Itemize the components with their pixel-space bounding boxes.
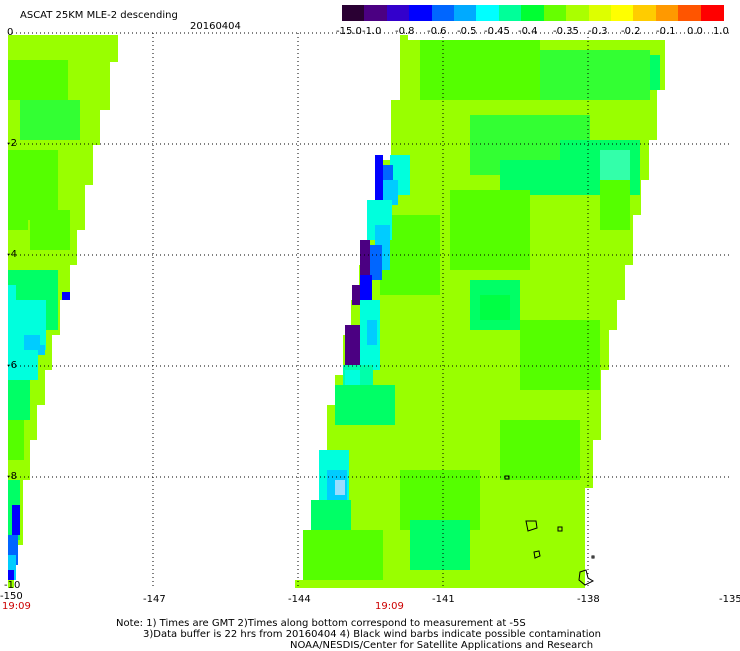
colorbar-swatch	[386, 5, 410, 21]
lat-label: -10	[4, 580, 21, 591]
swath-cell	[500, 420, 580, 480]
swath-cell	[335, 480, 345, 495]
colorbar-label: -15.0	[336, 26, 362, 37]
island-outline	[557, 526, 563, 532]
swath-cell	[540, 50, 650, 100]
lat-label: -4	[7, 249, 17, 260]
colorbar-label: -1.0	[362, 26, 382, 37]
lon-label: -141	[432, 594, 455, 605]
swath-cell	[600, 180, 630, 230]
swath-cell	[303, 530, 383, 580]
colorbar-label: -0.2	[621, 26, 641, 37]
swath-cell	[520, 320, 600, 390]
colorbar-swatch	[364, 5, 388, 21]
lat-label: 0	[7, 27, 14, 38]
swath-cell	[8, 60, 68, 100]
swath-cell	[420, 40, 540, 100]
colorbar-swatch	[521, 5, 545, 21]
swath-cell	[360, 240, 370, 285]
swath-cell	[8, 555, 16, 580]
swath-cell	[410, 520, 470, 570]
swath-cell	[30, 210, 70, 250]
swath-cell	[335, 385, 395, 425]
swath-cell	[650, 55, 660, 90]
swath-cell	[8, 380, 30, 420]
colorbar-swatch	[566, 5, 590, 21]
swath-cell	[20, 100, 80, 140]
colorbar-swatch	[678, 5, 702, 21]
swath-cell	[12, 505, 20, 535]
colorbar-swatch	[655, 5, 679, 21]
colorbar-swatch	[454, 5, 478, 21]
graticule	[8, 32, 730, 588]
lon-label: -144	[288, 594, 311, 605]
swath-cell	[367, 245, 382, 280]
note-line-1: Note: 1) Times are GMT 2)Times along bot…	[116, 618, 526, 629]
colorbar-swatch	[543, 5, 567, 21]
swath-cell	[311, 500, 351, 530]
swath-cell	[345, 370, 360, 385]
swath-cell	[62, 292, 70, 300]
swath-layer	[8, 35, 665, 588]
swath-cell	[8, 420, 24, 460]
time-label: 19:09	[375, 601, 404, 612]
swath-cell	[8, 350, 38, 380]
swath-cell	[383, 180, 398, 205]
colorbar-swatch	[588, 5, 612, 21]
lat-label: -6	[7, 360, 17, 371]
swath-cell	[367, 320, 377, 345]
colorbar-label: 1.0	[713, 26, 729, 37]
swath-cell	[500, 160, 560, 195]
lat-label: -2	[7, 138, 17, 149]
island-outline	[504, 475, 510, 480]
note-line-3: NOAA/NESDIS/Center for Satellite Applica…	[290, 640, 594, 651]
colorbar-swatch	[700, 5, 724, 21]
time-label: 19:09	[2, 601, 31, 612]
colorbar-swatch	[633, 5, 657, 21]
colorbar-swatch	[342, 5, 365, 21]
swath-cell	[8, 285, 16, 360]
colorbar-label: -0.35	[553, 26, 579, 37]
colorbar-swatch	[431, 5, 455, 21]
island-outline	[591, 555, 595, 559]
map-date: 20160404	[190, 21, 241, 32]
island-outlines	[504, 475, 595, 586]
swath-cell	[450, 190, 530, 270]
swath-cell	[8, 570, 14, 580]
island-outline	[578, 569, 595, 586]
colorbar-swatch	[409, 5, 433, 21]
swath-cell	[35, 345, 45, 355]
colorbar-label: -0.5	[457, 26, 477, 37]
note-line-2: 3)Data buffer is 22 hrs from 20160404 4)…	[143, 629, 601, 640]
colorbar-label: -0.6	[427, 26, 447, 37]
colorbar-label: -0.3	[588, 26, 608, 37]
map-title: ASCAT 25KM MLE-2 descending	[20, 10, 178, 21]
swath-cell	[8, 535, 18, 565]
island-outline	[525, 520, 538, 532]
colorbar-label: -0.4	[518, 26, 538, 37]
colorbar-swatch	[498, 5, 522, 21]
lon-label: -147	[143, 594, 166, 605]
island-outline	[533, 550, 541, 559]
colorbar-label: -0.8	[395, 26, 415, 37]
colorbar-swatch	[610, 5, 634, 21]
swath-cell	[375, 155, 383, 200]
swath-cell	[345, 325, 360, 365]
swath-cell	[600, 150, 630, 180]
lon-label: -150	[0, 591, 23, 602]
colorbar-label: -0.45	[484, 26, 510, 37]
swath-cell	[8, 185, 28, 230]
colorbar-label: 0.0	[687, 26, 703, 37]
colorbar-label: -0.1	[656, 26, 676, 37]
lon-label: -135	[719, 594, 740, 605]
lat-label: -8	[7, 471, 17, 482]
swath-cell	[360, 275, 372, 300]
colorbar-swatch	[476, 5, 500, 21]
swath-cell	[480, 295, 510, 320]
lon-label: -138	[577, 594, 600, 605]
